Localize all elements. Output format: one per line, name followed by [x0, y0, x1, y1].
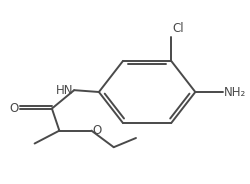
- Text: O: O: [9, 102, 18, 115]
- Text: O: O: [92, 124, 102, 137]
- Text: HN: HN: [55, 84, 73, 97]
- Text: NH₂: NH₂: [223, 86, 245, 98]
- Text: Cl: Cl: [172, 22, 183, 35]
